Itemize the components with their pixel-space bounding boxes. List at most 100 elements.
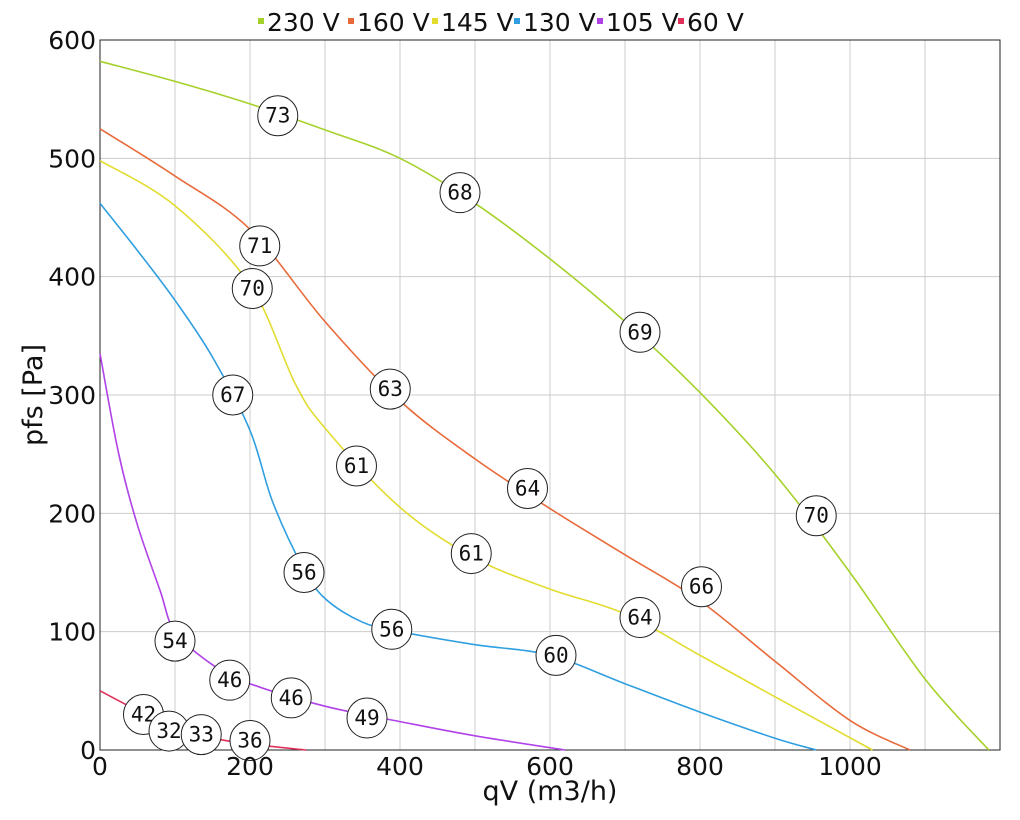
- curve-marker-label: 63: [378, 377, 403, 401]
- curve-marker-circle: [535, 634, 577, 676]
- curve-marker-label: 46: [217, 668, 242, 692]
- curve-marker: 68: [439, 172, 481, 214]
- series-line: [99, 128, 911, 751]
- curve-marker: 70: [795, 495, 837, 537]
- y-tick-label: 200: [48, 499, 96, 528]
- curve-marker-label: 49: [354, 706, 379, 730]
- legend-item: 60 V: [678, 8, 744, 37]
- curve-marker-label: 46: [279, 686, 304, 710]
- legend-swatch: [597, 18, 603, 24]
- curve-marker: 60: [535, 634, 577, 676]
- curve-marker: 63: [369, 368, 411, 410]
- legend-item: 230 V: [258, 8, 340, 37]
- legend-label: 130 V: [523, 8, 596, 37]
- legend-label: 60 V: [687, 8, 744, 37]
- curve-marker-circle: [450, 533, 492, 575]
- legend-swatch: [514, 18, 520, 24]
- curve-marker-label: 36: [237, 729, 262, 753]
- curve-marker-circle: [212, 374, 254, 416]
- legend-item: 130 V: [514, 8, 596, 37]
- legend: 230 V 160 V 145 V 130 V 105 V 60 V: [258, 8, 744, 37]
- plot-frame: [99, 39, 1001, 751]
- legend-swatch: [678, 18, 684, 24]
- curve-marker-circle: [619, 311, 661, 353]
- y-tick-label: 0: [80, 736, 96, 765]
- curve-marker: 54: [154, 620, 196, 662]
- curve-marker: 36: [229, 720, 271, 762]
- legend-item: 105 V: [597, 8, 679, 37]
- curve-marker-label: 66: [689, 575, 714, 599]
- curve-marker-label: 69: [627, 320, 652, 344]
- curve-marker-label: 61: [459, 542, 484, 566]
- curve-marker-circle: [209, 659, 251, 701]
- y-tick-label: 600: [48, 26, 96, 55]
- curve-marker-circle: [270, 677, 312, 719]
- curve-marker: 64: [507, 467, 548, 509]
- curve-marker: 49: [346, 697, 388, 739]
- y-tick-label: 300: [48, 381, 96, 410]
- curve-marker: 46: [209, 659, 251, 701]
- curve-marker-label: 64: [515, 476, 540, 500]
- curve-marker: 56: [371, 608, 413, 650]
- x-axis-label: qV (m3/h): [483, 776, 618, 807]
- curve-marker-label: 54: [162, 629, 187, 653]
- curve-marker-label: 33: [189, 723, 214, 747]
- x-tick-label: 1000: [818, 752, 882, 781]
- curve-marker-circle: [371, 608, 413, 650]
- legend-swatch: [348, 18, 354, 24]
- curve-marker-label: 32: [156, 719, 181, 743]
- x-tick-label: 600: [526, 752, 574, 781]
- y-axis-ticks: 0 100 200 300 400 500 600: [48, 26, 96, 765]
- legend-label: 160 V: [357, 8, 430, 37]
- series-line: [99, 160, 873, 751]
- curve-markers: 73 68 69 70 71 63 64 66 70 61 61 64 67 56 56 60 54 46 46 49…: [123, 95, 837, 762]
- curve-marker-circle: [681, 566, 722, 608]
- curve-marker-label: 70: [240, 277, 265, 301]
- curve-marker-label: 67: [220, 383, 245, 407]
- curve-marker-label: 70: [804, 504, 829, 528]
- legend-swatch: [432, 18, 438, 24]
- curve-marker-circle: [154, 620, 196, 662]
- legend-item: 145 V: [432, 8, 514, 37]
- legend-label: 105 V: [606, 8, 679, 37]
- y-tick-label: 500: [48, 144, 96, 173]
- legend-item: 160 V: [348, 8, 430, 37]
- curve-marker: 66: [681, 566, 722, 608]
- curve-marker-label: 68: [447, 181, 472, 205]
- curve-marker-circle: [439, 172, 481, 214]
- series-line: [99, 202, 817, 751]
- curve-marker-circle: [229, 720, 271, 762]
- y-tick-label: 100: [48, 618, 96, 647]
- curve-marker-label: 73: [265, 104, 290, 128]
- curve-marker: 33: [180, 714, 222, 756]
- curve-marker-circle: [336, 445, 377, 487]
- x-tick-label: 400: [376, 752, 424, 781]
- curve-marker: 32: [148, 710, 190, 752]
- curve-marker-label: 56: [379, 617, 404, 641]
- curve-marker-label: 64: [627, 605, 652, 629]
- curve-marker-circle: [507, 467, 548, 509]
- curve-marker: 46: [270, 677, 312, 719]
- curve-marker: 67: [212, 374, 254, 416]
- curve-marker-circle: [180, 714, 222, 756]
- curve-marker-label: 56: [291, 561, 316, 585]
- curve-marker-circle: [283, 552, 325, 593]
- curve-marker: 70: [231, 268, 273, 309]
- curve-marker: 71: [239, 225, 281, 267]
- y-tick-label: 400: [48, 263, 96, 292]
- curve-marker-circle: [257, 95, 299, 137]
- curve-marker-circle: [239, 225, 281, 267]
- curve-marker-circle: [795, 495, 837, 537]
- curve-marker-label: 71: [247, 234, 272, 258]
- curve-marker: 61: [336, 445, 377, 487]
- legend-label: 230 V: [267, 8, 340, 37]
- y-axis-label: pfs [Pa]: [18, 344, 49, 446]
- curve-marker: 69: [619, 311, 661, 353]
- curve-marker-label: 60: [543, 643, 568, 667]
- legend-swatch: [258, 18, 264, 24]
- series-line: [99, 353, 566, 751]
- curve-marker-circle: [619, 596, 661, 638]
- curve-marker-circle: [231, 268, 273, 309]
- curve-marker: 61: [450, 533, 492, 575]
